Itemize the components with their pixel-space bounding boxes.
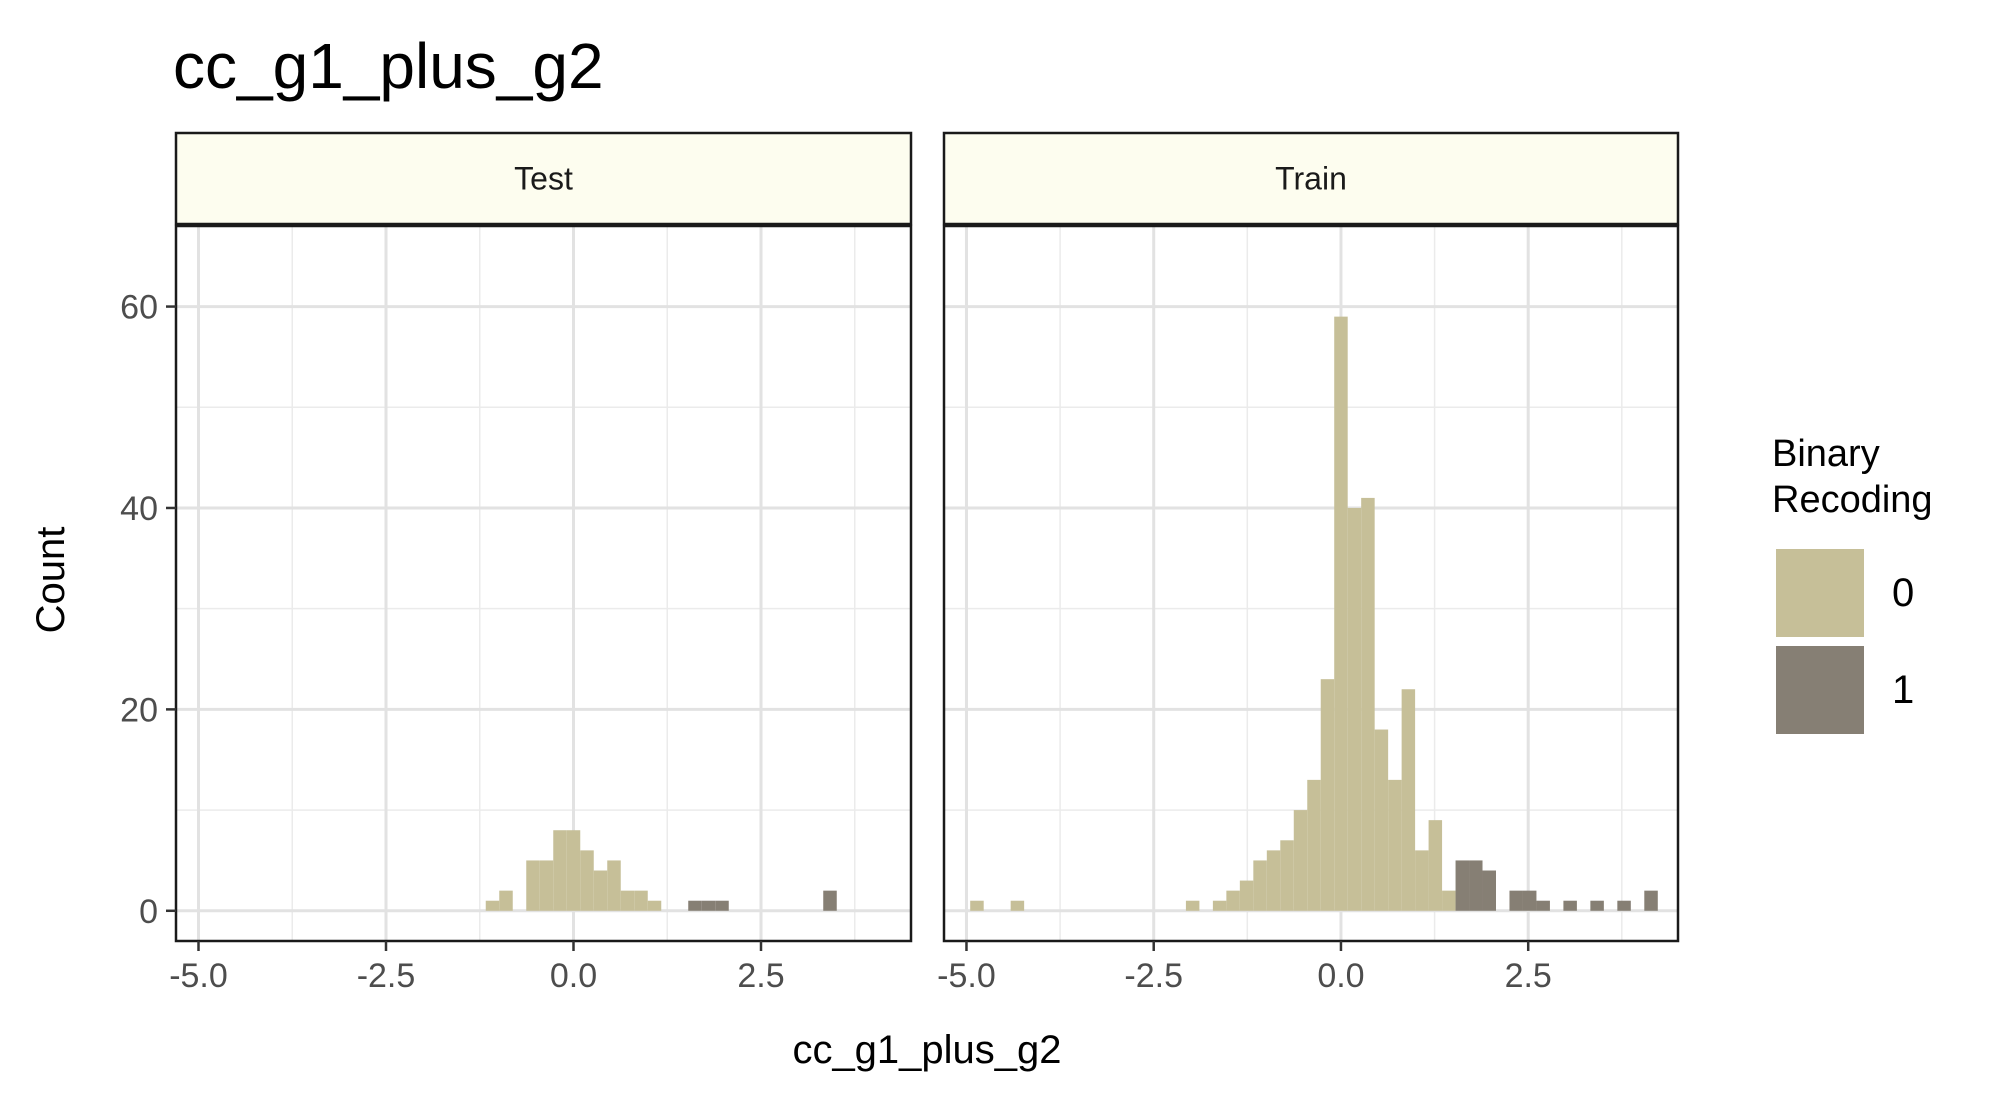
histogram-bar bbox=[715, 900, 729, 911]
histogram-bar bbox=[1536, 900, 1550, 911]
x-tick-label: 2.5 bbox=[737, 957, 784, 995]
histogram-bars bbox=[485, 830, 837, 911]
histogram-bar bbox=[607, 860, 621, 911]
facet-strip bbox=[174, 131, 913, 226]
histogram-bar bbox=[566, 830, 581, 911]
histogram-bar bbox=[634, 890, 648, 911]
x-tick-label: 0.0 bbox=[550, 957, 597, 995]
histogram-bar bbox=[1415, 850, 1429, 911]
x-tick-label: -2.5 bbox=[1124, 957, 1183, 995]
histogram-bar bbox=[1563, 900, 1577, 911]
facet-strip-label: Test bbox=[514, 161, 573, 197]
y-tick-label: 60 bbox=[120, 289, 158, 327]
histogram-bar bbox=[1185, 900, 1200, 911]
x-axis-ticks: -5.0 -2.5 0.0 2.5 bbox=[937, 941, 1552, 995]
histogram-bar bbox=[688, 900, 702, 911]
plot-background bbox=[176, 226, 911, 941]
histogram-bar bbox=[1253, 860, 1267, 911]
legend-title: Recoding bbox=[1772, 479, 1933, 521]
facet-panel-train: Train -5.0 -2.5 0.0 2.5 bbox=[937, 131, 1680, 995]
y-tick-label: 20 bbox=[120, 691, 158, 729]
histogram-bars bbox=[970, 316, 1658, 911]
histogram-bar bbox=[1442, 890, 1456, 911]
histogram-bar bbox=[1307, 779, 1321, 911]
y-axis-ticks: 0 20 40 60 bbox=[120, 289, 176, 931]
histogram-bar bbox=[539, 860, 554, 911]
histogram-bar bbox=[526, 860, 540, 911]
x-tick-label: 0.0 bbox=[1317, 957, 1364, 995]
histogram-bar bbox=[1374, 729, 1389, 911]
legend-title: Binary bbox=[1772, 433, 1880, 475]
histogram-bar bbox=[1617, 900, 1631, 911]
y-tick-label: 40 bbox=[120, 490, 158, 528]
histogram-bar bbox=[1644, 890, 1658, 911]
histogram-bar bbox=[1455, 860, 1470, 911]
panel-border bbox=[942, 224, 1680, 943]
histogram-bar bbox=[1347, 507, 1362, 911]
y-axis-title: Count bbox=[29, 527, 73, 634]
legend-key bbox=[1776, 549, 1864, 637]
x-axis-ticks: -5.0 -2.5 0.0 2.5 bbox=[169, 941, 785, 995]
histogram-bar bbox=[1334, 316, 1348, 911]
histogram-bar bbox=[1266, 850, 1281, 911]
facet-strip-label: Train bbox=[1275, 161, 1347, 197]
histogram-bar bbox=[970, 900, 984, 911]
histogram-bar bbox=[1361, 497, 1375, 911]
chart-title: cc_g1_plus_g2 bbox=[173, 30, 604, 102]
histogram-bar bbox=[1010, 900, 1025, 911]
histogram-bar bbox=[1401, 689, 1416, 911]
histogram-bar bbox=[701, 900, 716, 911]
histogram-bar bbox=[1280, 840, 1294, 911]
histogram-bar bbox=[823, 890, 837, 911]
legend-label: 0 bbox=[1892, 571, 1914, 615]
x-axis-title: cc_g1_plus_g2 bbox=[792, 1028, 1061, 1072]
x-tick-label: -2.5 bbox=[357, 957, 416, 995]
histogram-bar bbox=[1388, 779, 1402, 911]
major-gridlines bbox=[176, 226, 911, 941]
y-tick-label: 0 bbox=[139, 893, 158, 931]
histogram-bar bbox=[485, 900, 500, 911]
histogram-bar bbox=[499, 890, 513, 911]
histogram-bar bbox=[1482, 870, 1496, 911]
histogram-bar bbox=[1239, 880, 1254, 911]
histogram-bar bbox=[593, 870, 608, 911]
histogram-bar bbox=[553, 830, 567, 911]
minor-gridlines bbox=[176, 226, 911, 941]
histogram-bar bbox=[1522, 890, 1537, 911]
histogram-bar bbox=[1293, 810, 1308, 911]
histogram-bar bbox=[580, 850, 594, 911]
x-tick-label: -5.0 bbox=[169, 957, 228, 995]
histogram-bar bbox=[1509, 890, 1523, 911]
histogram-bar bbox=[1226, 890, 1240, 911]
histogram-bar bbox=[647, 900, 662, 911]
panel-border bbox=[174, 224, 913, 943]
facet-panel-test: Test -5.0 -2.5 0.0 2.5 0 20 40 60 bbox=[120, 131, 913, 995]
facet-strip bbox=[942, 131, 1680, 226]
histogram-bar bbox=[1320, 679, 1335, 911]
x-tick-label: -5.0 bbox=[937, 957, 996, 995]
histogram-bar bbox=[1469, 860, 1483, 911]
x-tick-label: 2.5 bbox=[1505, 957, 1552, 995]
legend-label: 1 bbox=[1892, 668, 1914, 712]
legend-key bbox=[1776, 646, 1864, 734]
histogram-bar bbox=[1212, 900, 1227, 911]
facet-panels: Test -5.0 -2.5 0.0 2.5 0 20 40 60 Train -5.0 -2.5 0.… bbox=[120, 131, 1680, 995]
histogram-bar bbox=[1590, 900, 1604, 911]
histogram-bar bbox=[620, 890, 635, 911]
histogram-bar bbox=[1428, 820, 1443, 911]
